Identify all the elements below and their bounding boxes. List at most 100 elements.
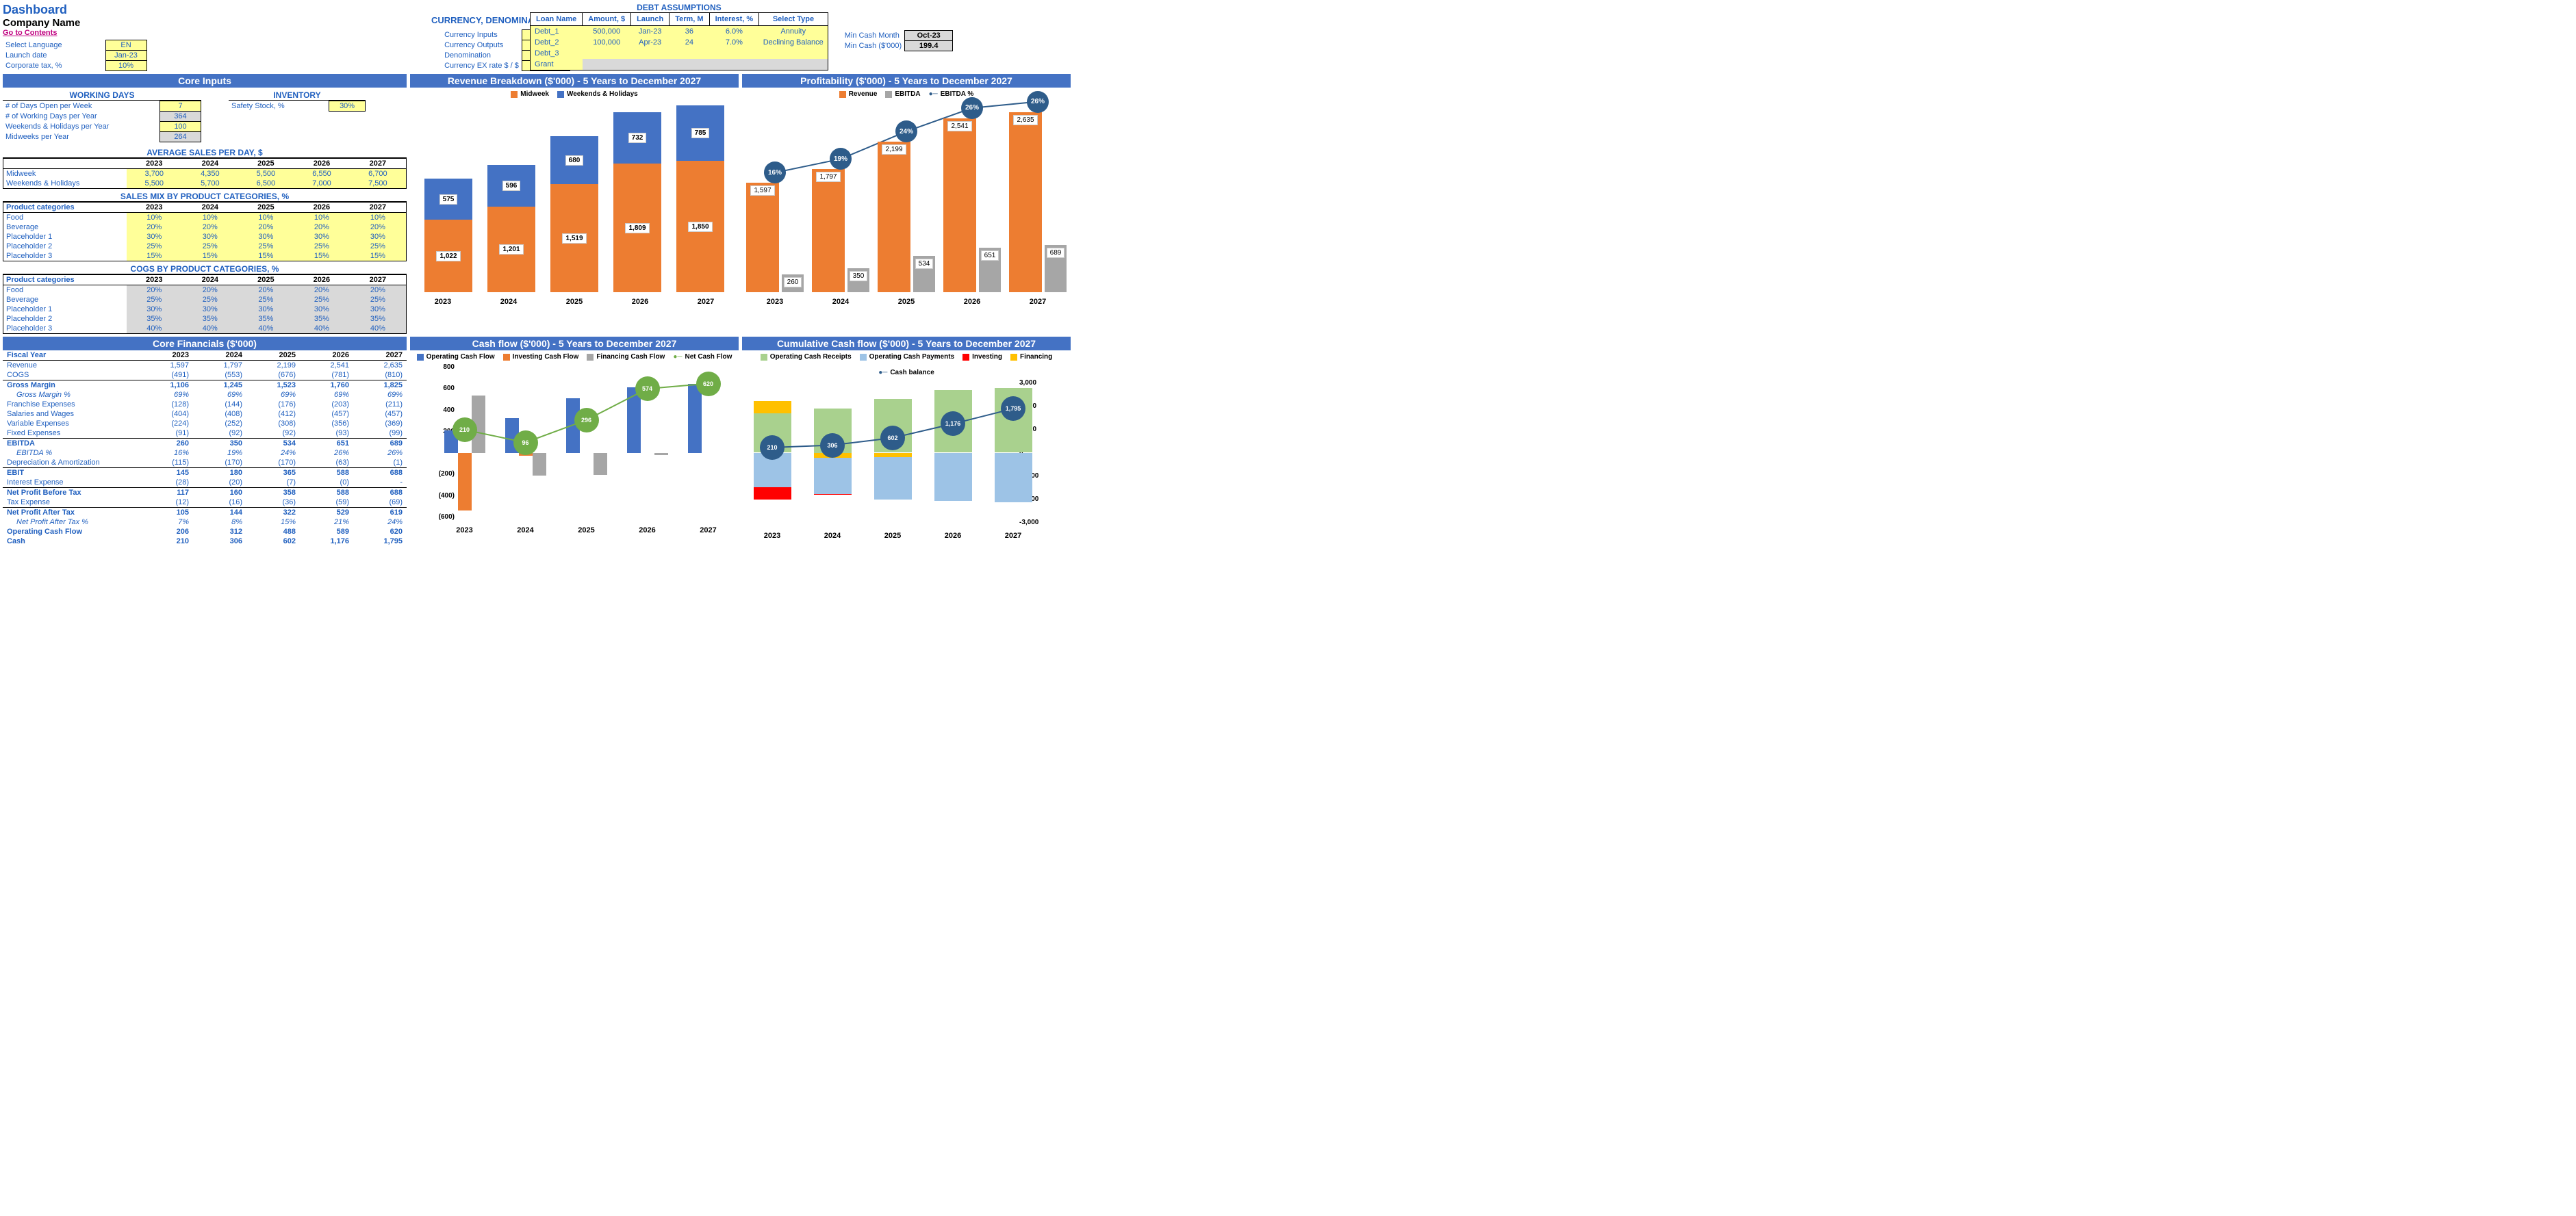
lang-label: Select Language bbox=[3, 40, 105, 51]
safety-stock[interactable]: 30% bbox=[329, 101, 366, 112]
debt-cell[interactable] bbox=[631, 59, 669, 70]
data-cell[interactable]: 7,000 bbox=[294, 179, 350, 189]
data-cell[interactable]: 5,700 bbox=[182, 179, 238, 189]
debt-cell[interactable]: Declining Balance bbox=[759, 37, 828, 48]
data-cell[interactable]: 15% bbox=[127, 251, 183, 261]
data-cell[interactable]: 15% bbox=[238, 251, 294, 261]
data-cell: 40% bbox=[350, 324, 407, 334]
data-cell[interactable]: 20% bbox=[182, 222, 238, 232]
data-cell[interactable]: 20% bbox=[350, 222, 407, 232]
year-header: 2027 bbox=[350, 203, 407, 213]
cashflow-title: Cash flow ($'000) - 5 Years to December … bbox=[410, 337, 739, 350]
data-cell: 25% bbox=[238, 295, 294, 305]
cashflow-chart-area: 800600400200-(200)(400)(600) 21096296574… bbox=[434, 363, 739, 521]
data-cell[interactable]: 25% bbox=[127, 242, 183, 251]
debt-cell[interactable]: Debt_1 bbox=[531, 26, 583, 38]
data-cell[interactable]: 10% bbox=[182, 213, 238, 223]
data-cell[interactable]: 25% bbox=[182, 242, 238, 251]
data-cell[interactable]: 10% bbox=[294, 213, 350, 223]
data-cell[interactable]: 20% bbox=[238, 222, 294, 232]
data-cell: 30% bbox=[238, 305, 294, 314]
debt-cell[interactable]: 6.0% bbox=[709, 26, 759, 38]
revenue-chart-title: Revenue Breakdown ($'000) - 5 Years to D… bbox=[410, 74, 739, 88]
data-cell: 30% bbox=[294, 305, 350, 314]
wd-value: 264 bbox=[160, 132, 201, 142]
debt-cell[interactable]: Apr-23 bbox=[631, 37, 669, 48]
data-cell: 35% bbox=[350, 314, 407, 324]
data-cell[interactable]: 30% bbox=[294, 232, 350, 242]
row-label: Beverage bbox=[3, 295, 127, 305]
sales-mix-title: SALES MIX BY PRODUCT CATEGORIES, % bbox=[3, 192, 407, 202]
debt-cell[interactable]: Debt_3 bbox=[531, 48, 583, 59]
debt-cell[interactable]: 100,000 bbox=[583, 37, 631, 48]
debt-cell[interactable]: Jan-23 bbox=[631, 26, 669, 38]
working-days-title: WORKING DAYS bbox=[3, 90, 201, 101]
data-cell: 20% bbox=[182, 285, 238, 296]
debt-cell[interactable] bbox=[631, 48, 669, 59]
debt-cell[interactable]: 500,000 bbox=[583, 26, 631, 38]
safety-stock-label: Safety Stock, % bbox=[229, 101, 329, 112]
debt-cell[interactable] bbox=[709, 59, 759, 70]
data-cell: 30% bbox=[182, 305, 238, 314]
data-cell[interactable]: 7,500 bbox=[350, 179, 407, 189]
wd-value[interactable]: 7 bbox=[160, 101, 201, 112]
data-cell[interactable]: 10% bbox=[238, 213, 294, 223]
debt-cell[interactable] bbox=[583, 48, 631, 59]
debt-cell[interactable]: 24 bbox=[669, 37, 709, 48]
data-cell[interactable]: 20% bbox=[127, 222, 183, 232]
data-cell[interactable]: 25% bbox=[238, 242, 294, 251]
debt-cell[interactable] bbox=[583, 59, 631, 70]
data-cell[interactable]: 10% bbox=[350, 213, 407, 223]
mincash-val: 199.4 bbox=[905, 41, 953, 51]
launch-label: Launch date bbox=[3, 51, 105, 61]
data-cell[interactable]: 4,350 bbox=[182, 169, 238, 179]
row-label: Placeholder 1 bbox=[3, 232, 127, 242]
year-header: 2026 bbox=[294, 159, 350, 169]
debt-cell[interactable]: 36 bbox=[669, 26, 709, 38]
data-cell[interactable]: 5,500 bbox=[127, 179, 183, 189]
debt-cell[interactable] bbox=[709, 48, 759, 59]
wd-value[interactable]: 100 bbox=[160, 122, 201, 132]
cumflow-title: Cumulative Cash flow ($'000) - 5 Years t… bbox=[742, 337, 1071, 350]
debt-cell[interactable]: 7.0% bbox=[709, 37, 759, 48]
data-cell[interactable]: 3,700 bbox=[127, 169, 183, 179]
year-header: 2023 bbox=[127, 275, 183, 285]
debt-cell[interactable]: Grant bbox=[531, 59, 583, 70]
launch-value[interactable]: Jan-23 bbox=[105, 51, 146, 61]
debt-col: Select Type bbox=[759, 13, 828, 26]
data-cell[interactable]: 30% bbox=[182, 232, 238, 242]
debt-cell[interactable]: Annuity bbox=[759, 26, 828, 38]
mincash-month-label: Min Cash Month bbox=[842, 31, 905, 41]
data-cell[interactable]: 30% bbox=[127, 232, 183, 242]
lang-value[interactable]: EN bbox=[105, 40, 146, 51]
debt-table: Loan NameAmount, $LaunchTerm, MInterest,… bbox=[530, 12, 828, 70]
data-cell[interactable]: 10% bbox=[127, 213, 183, 223]
row-label: Food bbox=[3, 213, 127, 223]
debt-cell[interactable] bbox=[759, 59, 828, 70]
data-cell[interactable]: 6,550 bbox=[294, 169, 350, 179]
debt-col: Launch bbox=[631, 13, 669, 26]
data-cell: 40% bbox=[294, 324, 350, 334]
debt-cell[interactable] bbox=[669, 48, 709, 59]
data-cell[interactable]: 15% bbox=[182, 251, 238, 261]
data-cell[interactable]: 15% bbox=[350, 251, 407, 261]
debt-cell[interactable] bbox=[669, 59, 709, 70]
year-header: 2027 bbox=[350, 275, 407, 285]
data-cell[interactable]: 15% bbox=[294, 251, 350, 261]
debt-cell[interactable]: Debt_2 bbox=[531, 37, 583, 48]
year-header: 2025 bbox=[238, 203, 294, 213]
data-cell[interactable]: 5,500 bbox=[238, 169, 294, 179]
data-cell[interactable]: 6,500 bbox=[238, 179, 294, 189]
data-cell[interactable]: 30% bbox=[238, 232, 294, 242]
data-cell[interactable]: 25% bbox=[294, 242, 350, 251]
financials-table: Fiscal Year20232024202520262027Revenue1,… bbox=[3, 350, 407, 546]
data-cell[interactable]: 25% bbox=[350, 242, 407, 251]
wd-label: Midweeks per Year bbox=[3, 132, 160, 142]
data-cell: 20% bbox=[127, 285, 183, 296]
data-cell[interactable]: 6,700 bbox=[350, 169, 407, 179]
debt-cell[interactable] bbox=[759, 48, 828, 59]
data-cell[interactable]: 20% bbox=[294, 222, 350, 232]
tax-value[interactable]: 10% bbox=[105, 61, 146, 71]
data-cell[interactable]: 30% bbox=[350, 232, 407, 242]
year-header: 2026 bbox=[294, 203, 350, 213]
